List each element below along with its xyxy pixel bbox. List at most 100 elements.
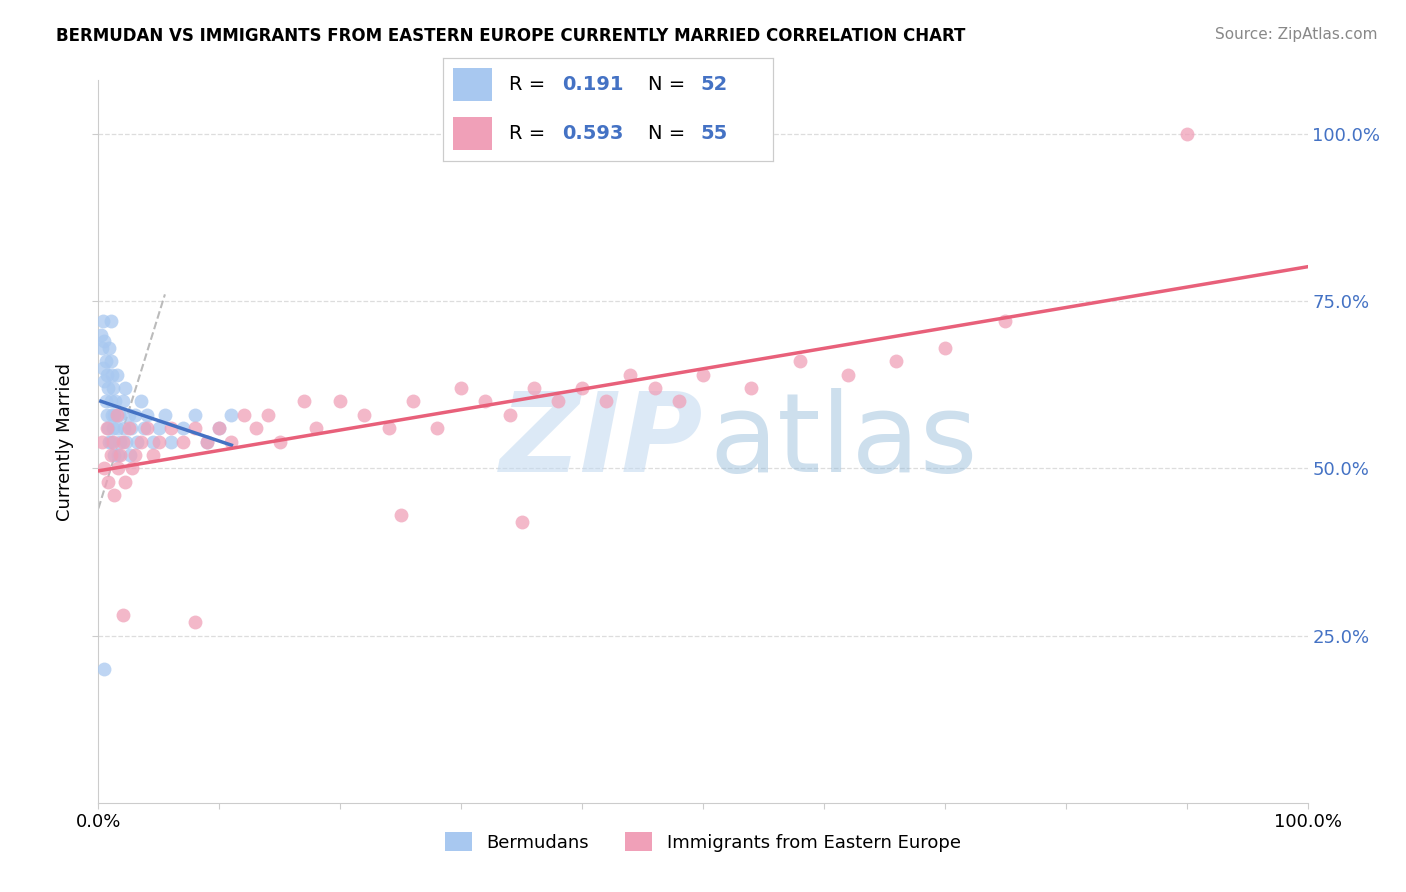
Point bbox=[402, 394, 425, 409]
Text: 55: 55 bbox=[700, 124, 728, 144]
Point bbox=[523, 381, 546, 395]
Point bbox=[256, 408, 278, 422]
Point bbox=[232, 408, 254, 422]
Point bbox=[91, 361, 114, 376]
Point bbox=[934, 341, 956, 355]
Point bbox=[353, 408, 375, 422]
Point bbox=[105, 408, 128, 422]
Point bbox=[148, 421, 170, 435]
Point bbox=[105, 421, 128, 435]
Point bbox=[221, 434, 243, 449]
Point bbox=[195, 434, 218, 449]
Point bbox=[498, 408, 520, 422]
Point bbox=[96, 421, 118, 435]
Point bbox=[172, 421, 194, 435]
Point bbox=[121, 461, 143, 475]
Point bbox=[595, 394, 617, 409]
Point bbox=[118, 408, 141, 422]
Bar bbox=[453, 118, 492, 150]
Point bbox=[100, 368, 122, 382]
Point bbox=[619, 368, 641, 382]
Point bbox=[94, 354, 117, 368]
Point bbox=[105, 368, 128, 382]
Point bbox=[124, 408, 146, 422]
Point bbox=[644, 381, 666, 395]
Point bbox=[195, 434, 218, 449]
Point bbox=[450, 381, 472, 395]
Point bbox=[389, 508, 412, 523]
Point bbox=[837, 368, 859, 382]
Point bbox=[98, 341, 121, 355]
Point bbox=[129, 434, 152, 449]
Point bbox=[134, 421, 156, 435]
Point bbox=[994, 314, 1017, 328]
Point bbox=[142, 448, 165, 462]
Point bbox=[97, 381, 120, 395]
Point bbox=[114, 381, 136, 395]
Text: ZIP: ZIP bbox=[499, 388, 703, 495]
Point bbox=[142, 434, 165, 449]
Point bbox=[292, 394, 315, 409]
Text: 0.593: 0.593 bbox=[562, 124, 623, 144]
Point bbox=[135, 421, 157, 435]
Point bbox=[124, 448, 146, 462]
Point bbox=[93, 461, 115, 475]
Point bbox=[96, 368, 118, 382]
Point bbox=[103, 448, 125, 462]
Point bbox=[108, 434, 131, 449]
Point bbox=[510, 515, 533, 529]
Point bbox=[221, 408, 243, 422]
Point bbox=[474, 394, 496, 409]
Point bbox=[184, 408, 207, 422]
Point bbox=[104, 394, 127, 409]
Point bbox=[107, 461, 129, 475]
Point bbox=[90, 327, 112, 342]
Point bbox=[101, 421, 124, 435]
Point bbox=[305, 421, 328, 435]
Text: R =: R = bbox=[509, 75, 551, 95]
Point bbox=[127, 434, 149, 449]
Text: 52: 52 bbox=[700, 75, 728, 95]
Point bbox=[100, 408, 122, 422]
Point bbox=[118, 448, 141, 462]
Text: N =: N = bbox=[648, 124, 692, 144]
Point bbox=[101, 434, 124, 449]
Bar bbox=[453, 69, 492, 101]
Point bbox=[93, 662, 115, 676]
Point bbox=[100, 394, 122, 409]
Point bbox=[1175, 127, 1198, 141]
Point bbox=[547, 394, 569, 409]
Point bbox=[115, 434, 138, 449]
Point bbox=[93, 334, 115, 349]
Point bbox=[100, 448, 122, 462]
Point bbox=[91, 434, 114, 449]
Point bbox=[668, 394, 690, 409]
Point bbox=[100, 314, 122, 328]
Text: atlas: atlas bbox=[709, 388, 977, 495]
Point bbox=[120, 421, 142, 435]
Point bbox=[886, 354, 908, 368]
Point bbox=[101, 381, 124, 395]
Point bbox=[111, 394, 134, 409]
Point bbox=[94, 394, 117, 409]
Point bbox=[108, 408, 131, 422]
Point bbox=[148, 434, 170, 449]
Point bbox=[208, 421, 231, 435]
Point bbox=[245, 421, 267, 435]
Point bbox=[740, 381, 762, 395]
Point bbox=[108, 448, 131, 462]
Point bbox=[93, 375, 115, 389]
Point bbox=[107, 448, 129, 462]
Point bbox=[329, 394, 352, 409]
Text: Source: ZipAtlas.com: Source: ZipAtlas.com bbox=[1215, 27, 1378, 42]
Point bbox=[100, 354, 122, 368]
Point bbox=[153, 408, 176, 422]
Point bbox=[91, 314, 114, 328]
Point bbox=[426, 421, 449, 435]
Point bbox=[114, 475, 136, 489]
Point bbox=[91, 341, 114, 355]
Point bbox=[269, 434, 291, 449]
Point bbox=[135, 408, 157, 422]
Point bbox=[184, 615, 207, 630]
Point bbox=[692, 368, 714, 382]
